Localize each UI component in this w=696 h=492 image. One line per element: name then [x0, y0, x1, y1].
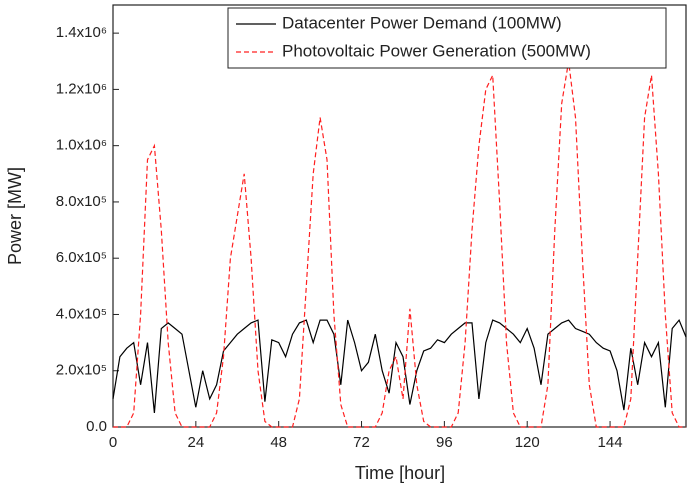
y-tick-label: 4.0x10⁵: [56, 305, 107, 322]
x-axis-label: Time [hour]: [355, 463, 445, 483]
y-tick-label: 0.0: [86, 418, 107, 435]
y-tick-label: 2.0x10⁵: [56, 362, 107, 379]
x-tick-label: 96: [436, 434, 453, 451]
legend-label: Photovoltaic Power Generation (500MW): [282, 41, 591, 60]
y-axis-label: Power [MW]: [5, 167, 25, 265]
x-tick-label: 72: [353, 434, 370, 451]
x-tick-label: 0: [109, 434, 117, 451]
y-tick-label: 8.0x10⁵: [56, 193, 107, 210]
y-tick-label: 1.2x10⁶: [56, 80, 107, 97]
x-tick-label: 120: [515, 434, 540, 451]
legend-label: Datacenter Power Demand (100MW): [282, 13, 562, 32]
x-tick-label: 144: [598, 434, 623, 451]
x-tick-label: 24: [187, 434, 204, 451]
x-tick-label: 48: [270, 434, 287, 451]
y-tick-label: 6.0x10⁵: [56, 249, 107, 266]
plot-frame: [112, 4, 687, 428]
y-tick-label: 1.0x10⁶: [56, 137, 107, 154]
legend-box: [227, 7, 667, 69]
series-line: [113, 61, 686, 428]
series-line: [112, 318, 687, 413]
y-tick-label: 1.4x10⁶: [56, 24, 107, 41]
